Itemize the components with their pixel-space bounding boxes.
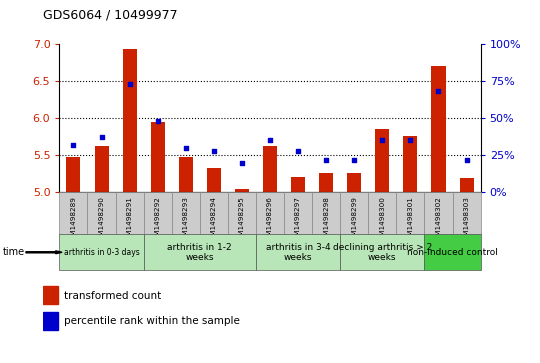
Text: GSM1498295: GSM1498295 — [239, 196, 245, 245]
Bar — [144, 234, 256, 270]
Text: arthritis in 0-3 days: arthritis in 0-3 days — [64, 248, 139, 257]
Text: GSM1498292: GSM1498292 — [154, 196, 161, 245]
Text: arthritis in 1-2
weeks: arthritis in 1-2 weeks — [167, 242, 232, 262]
Point — [69, 142, 78, 148]
Bar — [228, 192, 256, 234]
Bar — [424, 234, 481, 270]
Text: GSM1498301: GSM1498301 — [407, 196, 414, 245]
Text: time: time — [3, 247, 25, 257]
Bar — [396, 192, 424, 234]
Point — [462, 157, 471, 163]
Bar — [256, 192, 284, 234]
Bar — [431, 66, 446, 192]
Text: GSM1498296: GSM1498296 — [267, 196, 273, 245]
Text: GSM1498299: GSM1498299 — [351, 196, 357, 245]
Text: GSM1498293: GSM1498293 — [183, 196, 189, 245]
Text: GSM1498290: GSM1498290 — [98, 196, 105, 245]
Point — [97, 134, 106, 140]
Text: GSM1498291: GSM1498291 — [126, 196, 133, 245]
Bar — [123, 49, 137, 192]
Bar — [312, 192, 340, 234]
Point — [294, 148, 302, 154]
Point — [238, 160, 246, 166]
Point — [153, 118, 162, 124]
Bar — [172, 192, 200, 234]
Text: GSM1498294: GSM1498294 — [211, 196, 217, 245]
Point — [125, 81, 134, 87]
Bar — [368, 192, 396, 234]
Bar — [43, 286, 58, 304]
Text: arthritis in 3-4
weeks: arthritis in 3-4 weeks — [266, 242, 330, 262]
Bar — [453, 192, 481, 234]
Bar — [66, 157, 80, 192]
Bar — [151, 122, 165, 192]
Bar — [116, 192, 144, 234]
Bar — [291, 177, 305, 192]
Bar — [59, 234, 144, 270]
Point — [434, 88, 443, 94]
Point — [266, 138, 274, 143]
Text: GSM1498298: GSM1498298 — [323, 196, 329, 245]
Text: GDS6064 / 10499977: GDS6064 / 10499977 — [43, 9, 178, 22]
Bar — [347, 173, 361, 192]
Bar — [235, 189, 249, 192]
Point — [406, 138, 415, 143]
Bar — [284, 192, 312, 234]
Text: GSM1498303: GSM1498303 — [463, 196, 470, 245]
Text: non-induced control: non-induced control — [407, 248, 498, 257]
Bar — [200, 192, 228, 234]
Bar — [340, 234, 424, 270]
Bar — [207, 168, 221, 192]
Text: GSM1498300: GSM1498300 — [379, 196, 386, 245]
Bar — [375, 129, 389, 192]
Text: GSM1498289: GSM1498289 — [70, 196, 77, 245]
Bar — [424, 192, 453, 234]
Bar — [340, 192, 368, 234]
Point — [378, 138, 387, 143]
Point — [181, 145, 190, 151]
Bar — [87, 192, 116, 234]
Text: transformed count: transformed count — [64, 290, 161, 301]
Bar — [59, 192, 87, 234]
Point — [322, 157, 330, 163]
Point — [350, 157, 359, 163]
Bar — [43, 312, 58, 330]
Bar — [403, 136, 417, 192]
Text: percentile rank within the sample: percentile rank within the sample — [64, 316, 240, 326]
Point — [210, 148, 218, 154]
Text: GSM1498302: GSM1498302 — [435, 196, 442, 245]
Text: GSM1498297: GSM1498297 — [295, 196, 301, 245]
Bar — [179, 157, 193, 192]
Text: declining arthritis > 2
weeks: declining arthritis > 2 weeks — [333, 242, 432, 262]
Bar — [319, 173, 333, 192]
Bar — [94, 146, 109, 192]
Bar — [256, 234, 340, 270]
Bar — [144, 192, 172, 234]
Bar — [263, 146, 277, 192]
Bar — [460, 178, 474, 192]
